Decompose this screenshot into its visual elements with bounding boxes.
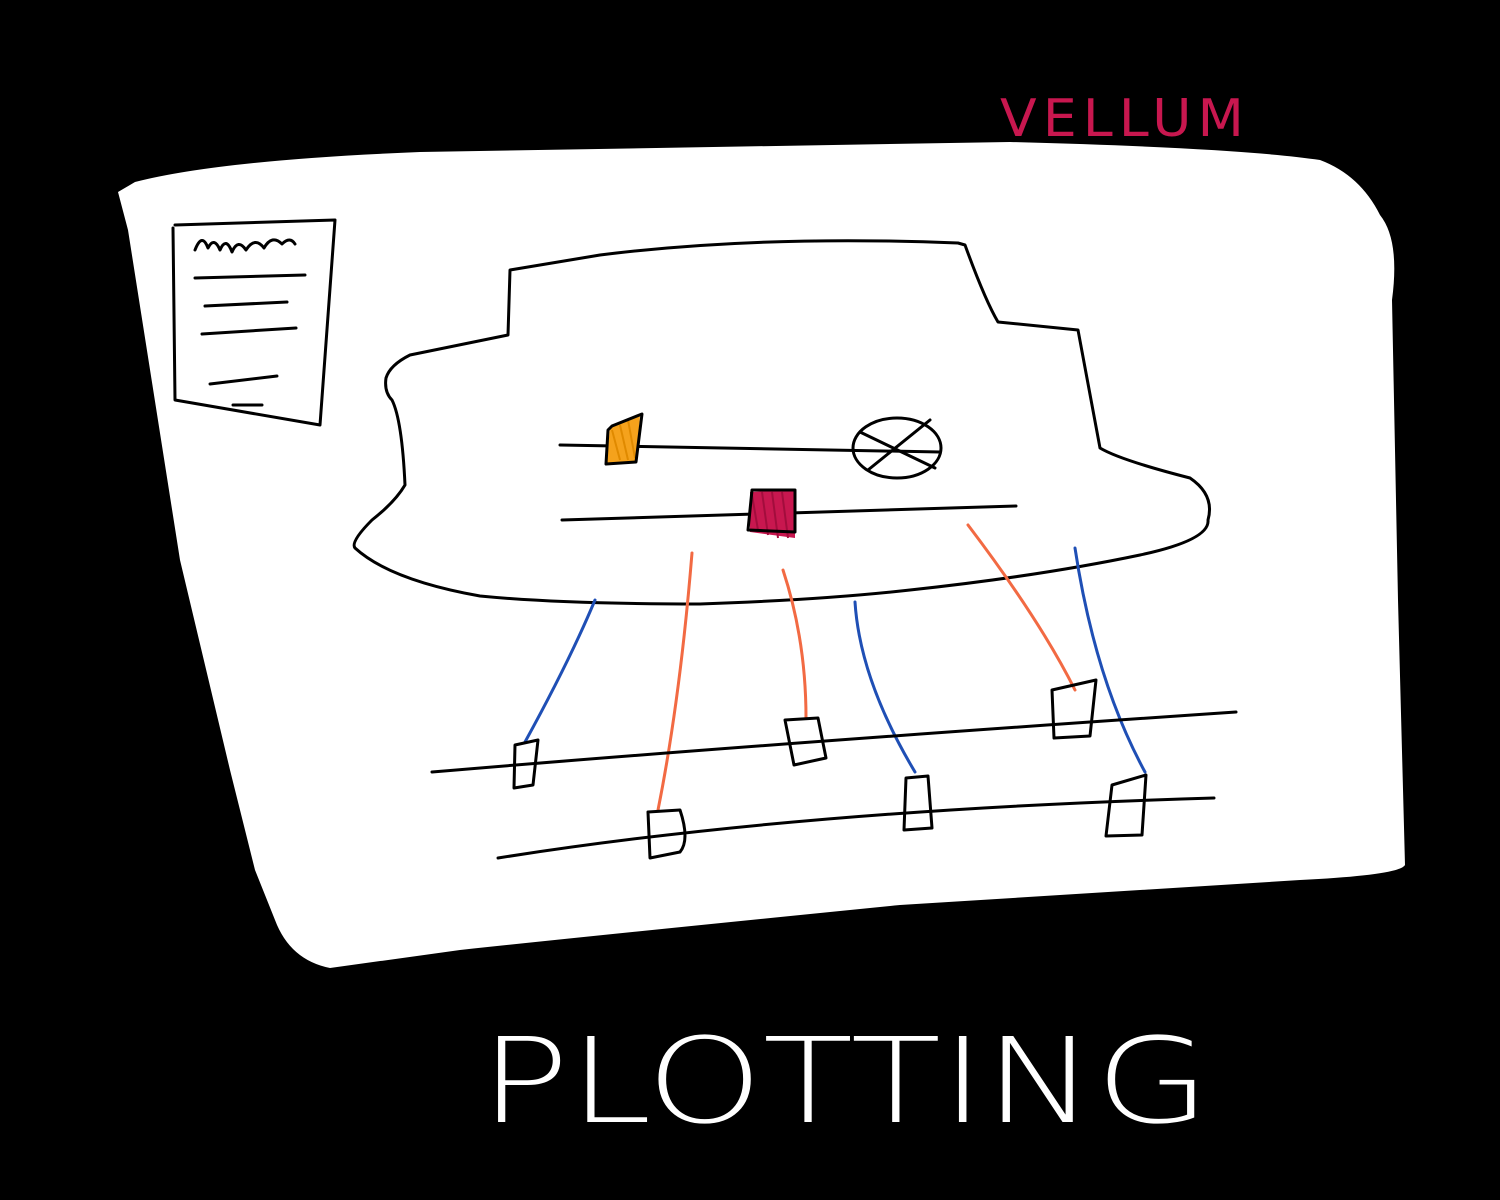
crimson-marker [746, 488, 797, 539]
vellum-label: VELLUM [1000, 89, 1250, 149]
crossed-circle-icon [851, 416, 943, 480]
blue-cords [523, 546, 1147, 774]
orange-marker [604, 412, 644, 466]
document-icon [171, 218, 337, 427]
ground-line-lower [496, 796, 1216, 860]
floor-outline [352, 239, 1211, 606]
red-cords [656, 523, 1077, 812]
plotting-label: PLOTTING [480, 1012, 1210, 1150]
vellum-sheet [118, 142, 1405, 968]
flag-icon [512, 678, 1148, 860]
ground-line-upper [430, 710, 1238, 774]
